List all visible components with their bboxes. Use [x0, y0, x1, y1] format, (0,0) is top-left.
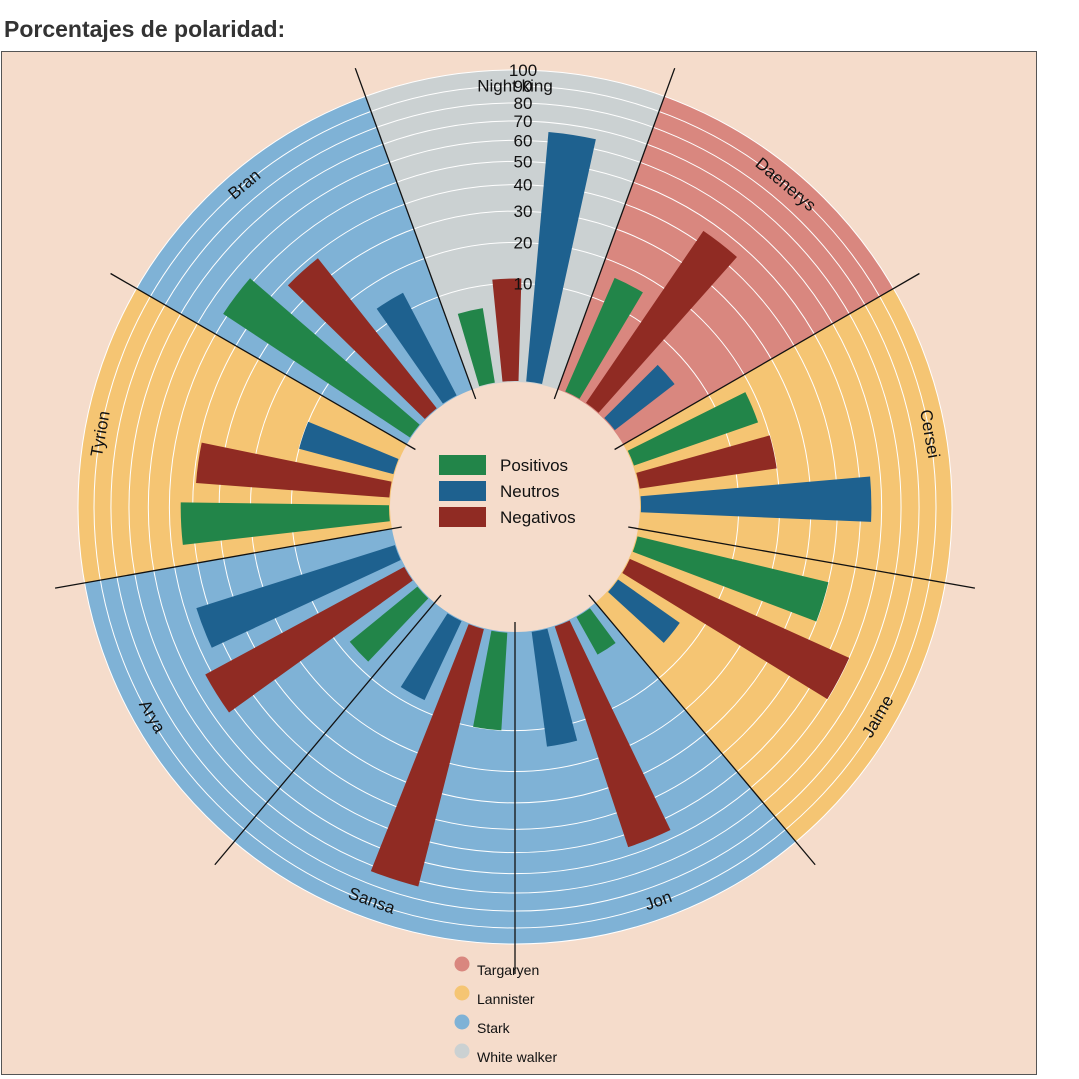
sector-divider	[354, 67, 477, 400]
page-title: Porcentajes de polaridad:	[4, 16, 286, 42]
bar-jaime-negativos	[622, 558, 850, 700]
chart-panel: 10 20 30 40 50 60 70 80 90 100 Daenerys Cersei Jaim…	[1, 51, 1037, 1075]
bar-jaime-positivos	[632, 536, 829, 622]
sector-divider	[588, 594, 816, 866]
bar-jon-negativos	[554, 620, 671, 848]
bar-daenerys-positivos	[565, 277, 643, 399]
bar-daenerys-negativos	[586, 230, 737, 413]
bars	[180, 131, 872, 887]
sector-divider	[214, 594, 442, 866]
bar-night-king-negativos	[492, 278, 522, 382]
bar-arya-neutros	[196, 545, 401, 648]
sector-divider	[553, 67, 676, 400]
tick-label: 90	[514, 77, 533, 96]
tick-label: 80	[514, 94, 533, 113]
legend-swatch-positivos	[439, 455, 486, 475]
bar-night-king-neutros	[526, 131, 596, 384]
sector-divider	[628, 526, 976, 589]
bar-bran-positivos	[223, 278, 420, 438]
house-legend-label: Lannister	[477, 991, 535, 1007]
bar-jaime-neutros	[608, 579, 680, 643]
house-legend-label: Targaryen	[477, 962, 539, 978]
legend-label-negativos: Negativos	[500, 508, 576, 527]
bar-sansa-negativos	[370, 624, 484, 887]
bar-sansa-neutros	[400, 613, 462, 701]
tick-label: 30	[514, 202, 533, 221]
tick-label: 60	[514, 131, 533, 150]
tick-label: 10	[514, 274, 533, 293]
house-legend-dot	[454, 985, 470, 1001]
house-legend: Targaryen Lannister Stark White walker	[454, 956, 557, 1065]
bar-bran-negativos	[287, 258, 437, 419]
bar-cersei-neutros	[640, 476, 872, 522]
house-legend-dot	[454, 1014, 470, 1030]
bar-night-king-positivos	[457, 308, 495, 387]
tick-label: 100	[509, 61, 537, 80]
sector-divider	[110, 272, 416, 451]
house-legend-label: White walker	[477, 1049, 557, 1065]
tick-label: 70	[514, 112, 533, 131]
sector-divider	[54, 526, 402, 589]
bar-tyrion-positivos	[180, 502, 390, 545]
tick-label: 20	[514, 233, 533, 252]
bar-cersei-negativos	[636, 435, 777, 489]
bar-arya-positivos	[349, 586, 429, 662]
tick-label: 40	[514, 176, 533, 195]
legend-label-positivos: Positivos	[500, 456, 568, 475]
tick-label: 50	[514, 152, 533, 171]
bar-arya-negativos	[205, 566, 413, 713]
bar-bran-neutros	[376, 292, 457, 404]
bar-jon-positivos	[576, 608, 616, 655]
bar-tyrion-negativos	[196, 442, 392, 498]
house-legend-dot	[454, 956, 470, 972]
bar-jon-neutros	[531, 628, 578, 747]
house-legend-dot	[454, 1043, 470, 1059]
legend-label-neutros: Neutros	[500, 482, 560, 501]
bar-cersei-positivos	[627, 392, 759, 466]
sector-dividers	[54, 67, 976, 974]
bar-daenerys-neutros	[604, 364, 675, 431]
sector-divider	[614, 272, 920, 451]
series-legend: Positivos Neutros Negativos	[439, 455, 576, 527]
bar-sansa-positivos	[473, 630, 508, 731]
house-legend-label: Stark	[477, 1020, 511, 1036]
character-label-night-king: Night king	[477, 76, 553, 95]
bar-tyrion-neutros	[299, 421, 399, 475]
legend-swatch-negativos	[439, 507, 486, 527]
legend-swatch-neutros	[439, 481, 486, 501]
